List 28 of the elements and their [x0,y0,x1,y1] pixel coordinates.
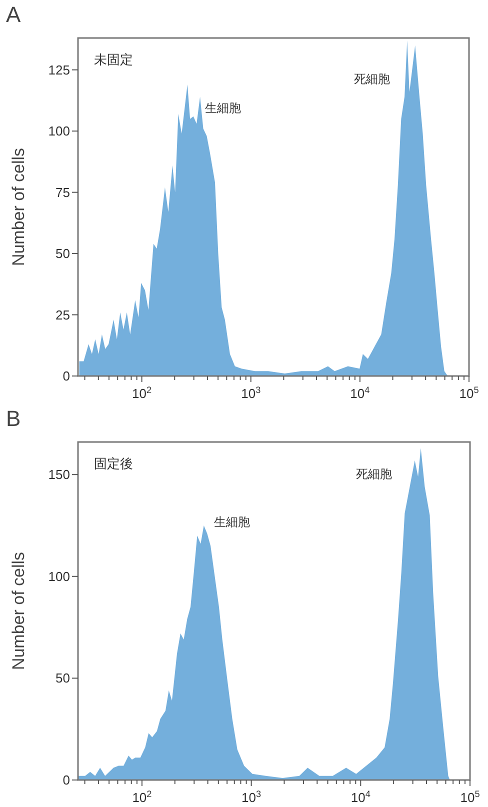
annotation: 死細胞 [356,467,392,481]
y-tick-label: 50 [56,670,70,686]
y-tick-label: 25 [56,307,70,322]
x-tick-label: 10$^{5}$ [459,385,479,401]
x-tick-label: 10$^{4}$ [350,385,370,401]
annotation: 固定後 [94,456,133,471]
y-tick-label: 125 [48,62,70,78]
chart-title: B [6,406,21,431]
y-axis-title: Number of cells [9,552,28,670]
annotation: 死細胞 [354,72,390,86]
y-tick-label: 150 [48,467,70,482]
y-tick-label: 0 [62,772,70,788]
annotation: 未固定 [94,52,133,67]
annotation: 生細胞 [214,515,250,529]
y-axis-title: Number of cells [9,148,28,266]
y-tick-label: 75 [56,184,70,200]
y-tick-label: 100 [48,124,70,139]
y-tick-label: 0 [62,368,70,384]
x-tick-label: 10$^{2}$ [132,789,152,805]
chart-title: A [6,2,21,27]
y-tick-label: 50 [56,246,70,262]
x-tick-label: 10$^{2}$ [132,385,152,401]
x-tick-label: 10$^{3}$ [241,385,261,401]
annotation: 生細胞 [205,101,241,115]
y-tick-label: 100 [48,568,70,584]
x-tick-label: 10$^{4}$ [350,789,370,805]
x-tick-label: 10$^{5}$ [460,789,480,805]
x-tick-label: 10$^{3}$ [242,789,262,805]
